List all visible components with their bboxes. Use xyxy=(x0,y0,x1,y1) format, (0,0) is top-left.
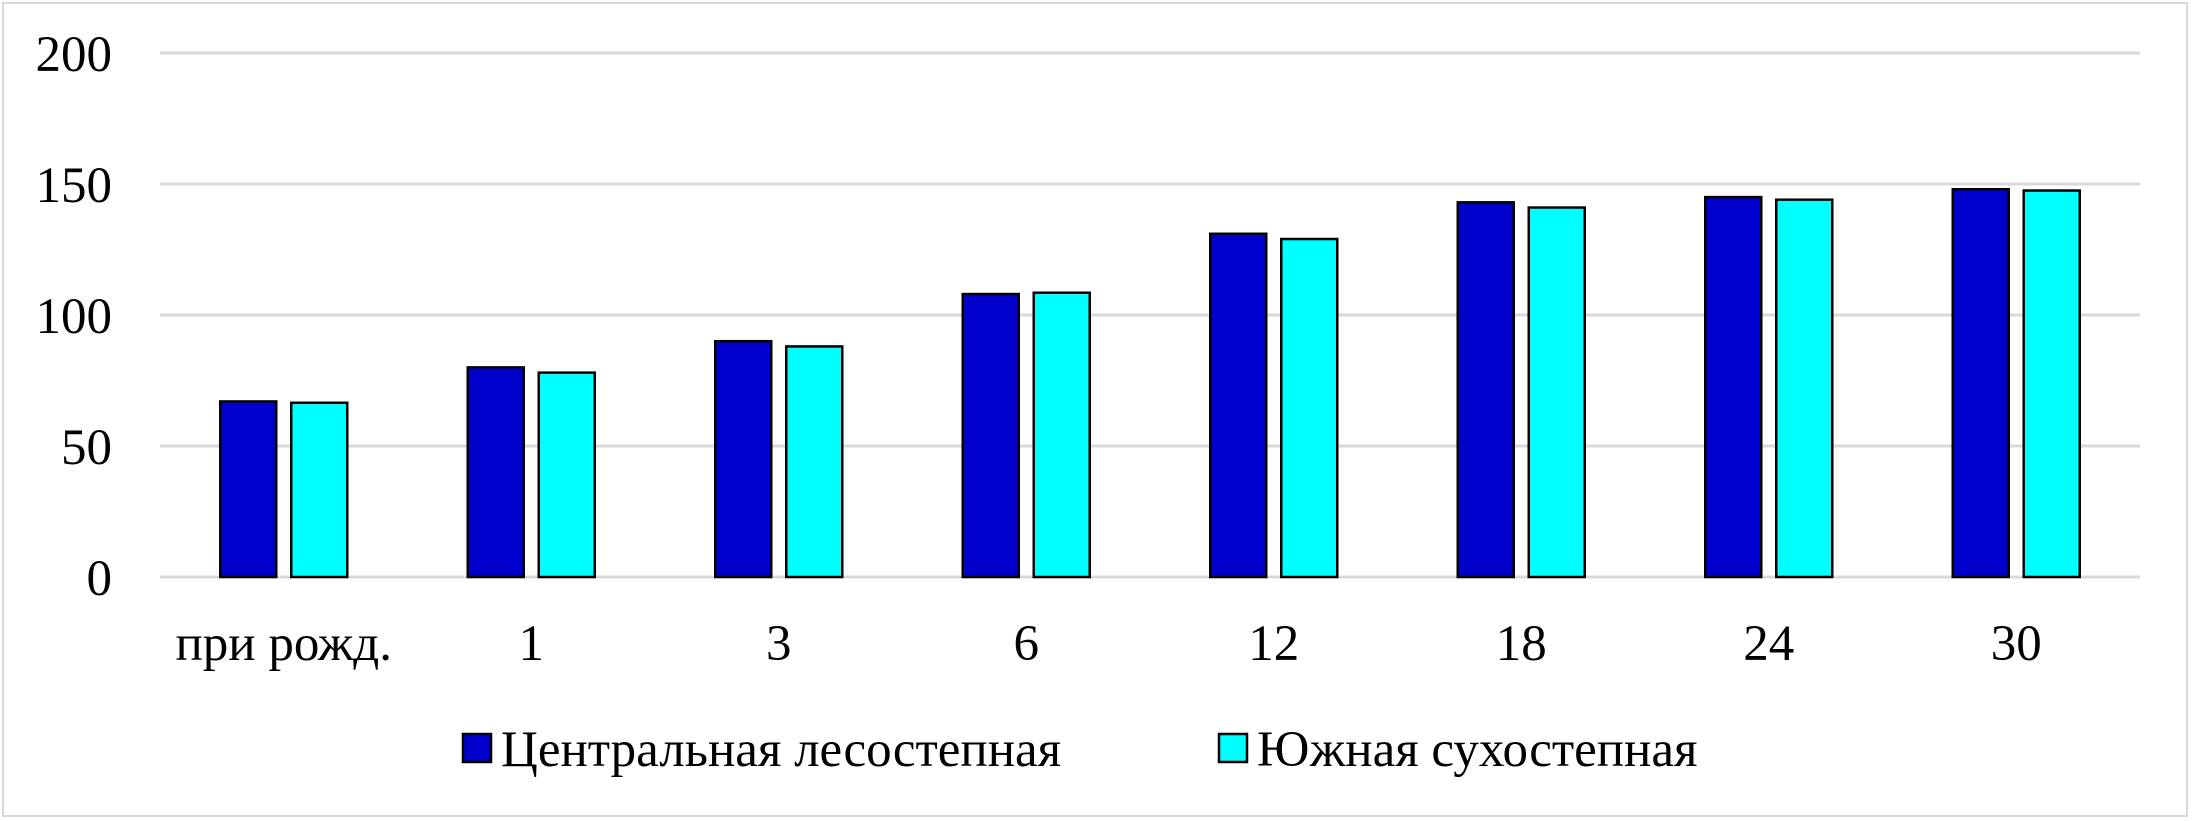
bar-series-1 xyxy=(1456,201,1515,579)
bar-series-2 xyxy=(537,371,596,579)
bar-series-1 xyxy=(1951,187,2010,579)
legend: Центральная лесостепная Южная сухостепная xyxy=(461,722,1697,778)
x-tick-label: 1 xyxy=(519,616,545,672)
bar-series-2 xyxy=(1527,206,1586,579)
bar-series-1 xyxy=(1704,195,1763,579)
y-axis-tick-labels: 0 50 100 150 200 xyxy=(36,27,113,607)
bar-series-2 xyxy=(290,401,349,579)
bar-series-2 xyxy=(1775,198,1834,579)
y-tick-label: 150 xyxy=(36,158,113,214)
gridlines xyxy=(160,51,2140,579)
bar-series-2 xyxy=(2022,189,2081,579)
legend-label: Южная сухостепная xyxy=(1257,722,1697,778)
legend-swatch xyxy=(461,732,493,764)
bars xyxy=(219,187,2081,579)
y-tick-label: 50 xyxy=(61,420,112,476)
bar-series-1 xyxy=(714,339,773,579)
bar-series-1 xyxy=(961,292,1020,579)
bar-series-2 xyxy=(1032,291,1091,579)
legend-swatch xyxy=(1217,732,1249,764)
bar-series-1 xyxy=(1209,232,1268,579)
y-tick-label: 200 xyxy=(36,27,113,83)
x-tick-label: 3 xyxy=(766,616,792,672)
x-tick-label: 24 xyxy=(1743,616,1794,672)
x-tick-label: 12 xyxy=(1248,616,1299,672)
legend-label: Центральная лесостепная xyxy=(501,722,1061,778)
x-tick-label: при рожд. xyxy=(175,616,392,672)
x-axis-tick-labels: при рожд. 1 3 6 12 18 24 30 xyxy=(175,616,2041,672)
y-tick-label: 0 xyxy=(87,551,113,607)
x-tick-label: 6 xyxy=(1014,616,1040,672)
y-tick-label: 100 xyxy=(36,289,113,345)
x-tick-label: 18 xyxy=(1496,616,1547,672)
bar-series-2 xyxy=(1280,237,1339,579)
bar-series-1 xyxy=(219,400,278,579)
bar-series-1 xyxy=(466,366,525,579)
x-tick-label: 30 xyxy=(1991,616,2042,672)
bar-series-2 xyxy=(785,345,844,579)
